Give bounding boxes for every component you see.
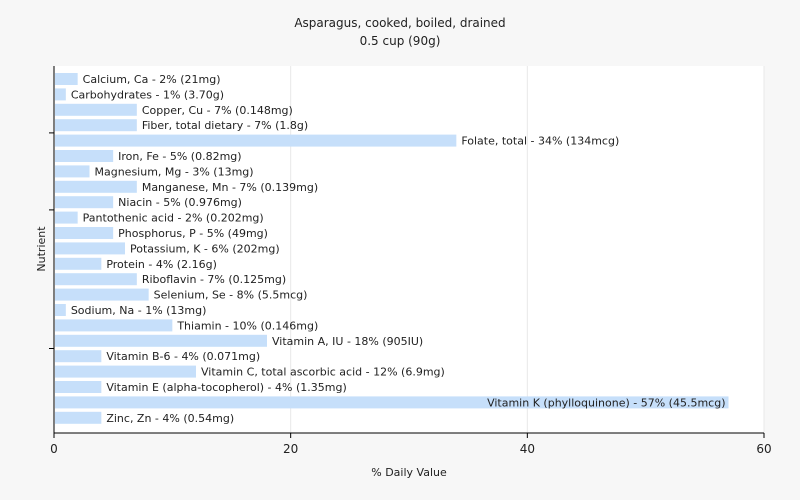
bar-label: Carbohydrates - 1% (3.70g): [71, 88, 224, 101]
chart-subtitle: 0.5 cup (90g): [360, 34, 441, 48]
bar: [55, 304, 66, 316]
bar: [55, 73, 78, 85]
bar: [55, 119, 137, 132]
bar-label: Protein - 4% (2.16g): [106, 258, 217, 271]
bar-label: Niacin - 5% (0.976mg): [118, 196, 242, 209]
bar: [55, 88, 66, 101]
bar-label: Vitamin K (phylloquinone) - 57% (45.5mcg…: [487, 396, 725, 409]
bar: [55, 334, 267, 347]
bar-label: Thiamin - 10% (0.146mg): [176, 319, 318, 332]
bar: [55, 273, 137, 286]
x-axis-ticks: 0 20 40 60: [50, 433, 772, 456]
y-axis-title: Nutrient: [35, 226, 48, 272]
bar: [55, 165, 90, 178]
bar-label: Folate, total - 34% (134mcg): [461, 135, 619, 148]
bar-label: Sodium, Na - 1% (13mg): [71, 304, 207, 317]
bar-label: Pantothenic acid - 2% (0.202mg): [83, 212, 264, 225]
x-axis-title: % Daily Value: [371, 466, 447, 479]
bar: [55, 319, 173, 332]
bar-label: Calcium, Ca - 2% (21mg): [83, 73, 221, 86]
bar: [55, 411, 102, 424]
bar: [55, 180, 137, 193]
bar-label: Iron, Fe - 5% (0.82mg): [118, 150, 241, 163]
bar: [55, 288, 149, 301]
x-tick-label: 60: [756, 442, 771, 456]
bar: [55, 134, 457, 147]
gridlines: [290, 66, 765, 433]
bar: [55, 211, 78, 224]
x-tick-label: 40: [520, 442, 535, 456]
bar: [55, 103, 137, 116]
bar: [55, 242, 125, 255]
bar-label: Vitamin E (alpha-tocopherol) - 4% (1.35m…: [106, 381, 346, 394]
bar: [55, 396, 729, 409]
bar: [55, 227, 114, 239]
bar-label: Magnesium, Mg - 3% (13mg): [95, 165, 254, 178]
x-tick-label: 20: [283, 442, 298, 456]
x-tick-label: 0: [50, 442, 58, 456]
bar: [55, 381, 102, 393]
bar-label: Vitamin C, total ascorbic acid - 12% (6.…: [201, 366, 445, 379]
bar: [55, 150, 114, 162]
bar-label: Zinc, Zn - 4% (0.54mg): [106, 412, 234, 425]
bar-label: Vitamin A, IU - 18% (905IU): [272, 335, 423, 348]
bar: [55, 350, 102, 363]
bar: [55, 365, 196, 378]
bar-label: Vitamin B-6 - 4% (0.071mg): [106, 350, 260, 363]
bar-label: Copper, Cu - 7% (0.148mg): [142, 104, 293, 117]
bar-labels: Calcium, Ca - 2% (21mg) Carbohydrates - 1…: [71, 73, 726, 425]
bar: [55, 196, 114, 209]
chart-title: Asparagus, cooked, boiled, drained: [294, 16, 505, 30]
bar-label: Selenium, Se - 8% (5.5mcg): [154, 289, 308, 302]
bar-label: Fiber, total dietary - 7% (1.8g): [142, 119, 308, 132]
bars: [55, 73, 729, 424]
bar-label: Potassium, K - 6% (202mg): [130, 242, 280, 255]
bar-label: Riboflavin - 7% (0.125mg): [142, 273, 286, 286]
bar-label: Manganese, Mn - 7% (0.139mg): [142, 181, 318, 194]
y-axis-ticks: [49, 132, 54, 349]
bar-label: Phosphorus, P - 5% (49mg): [118, 227, 268, 240]
bar: [55, 257, 102, 270]
